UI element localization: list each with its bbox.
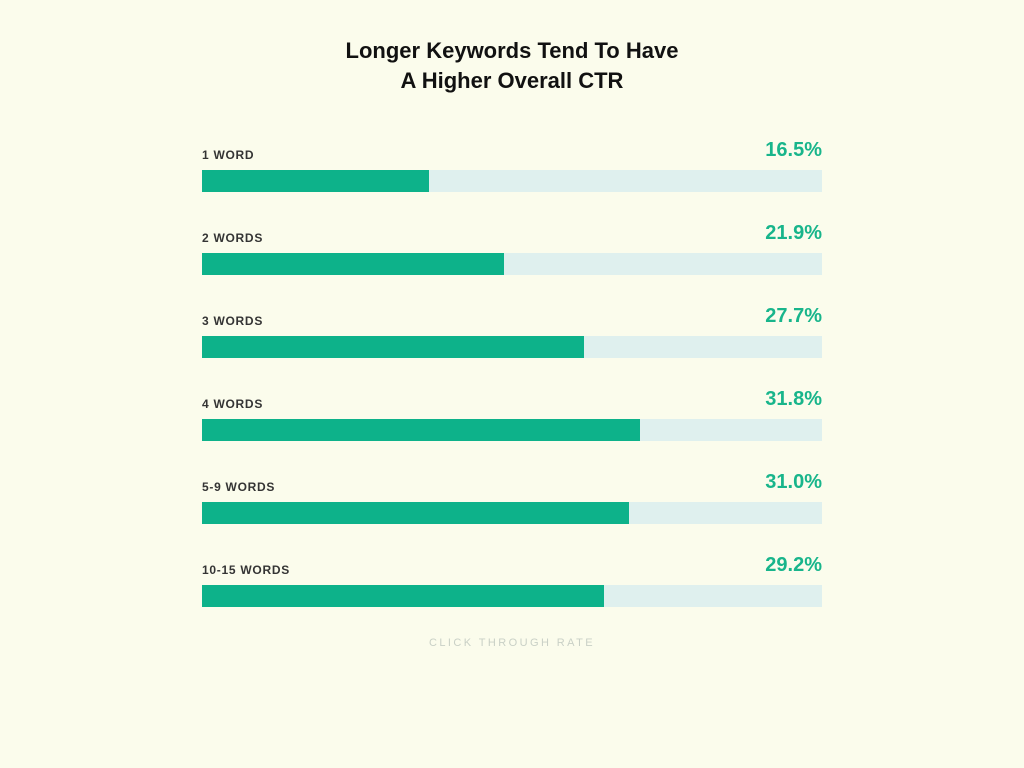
bar-label: 5-9 WORDS [202,480,275,494]
bar-row-header: 4 WORDS 31.8% [202,388,822,411]
bar-row: 4 WORDS 31.8% [202,388,822,441]
bar-label: 1 WORD [202,148,254,162]
bar-fill [202,585,604,607]
chart-title-line-1: Longer Keywords Tend To Have [100,36,924,66]
bar-fill [202,170,429,192]
bar-fill [202,336,584,358]
bar-fill [202,502,629,524]
bar-row: 3 WORDS 27.7% [202,305,822,358]
bar-value: 31.0% [765,471,822,494]
bar-fill [202,253,504,275]
bar-row: 10-15 WORDS 29.2% [202,554,822,607]
bar-row-header: 5-9 WORDS 31.0% [202,471,822,494]
bar-label: 2 WORDS [202,231,263,245]
bar-label: 3 WORDS [202,314,263,328]
bar-value: 21.9% [765,222,822,245]
chart-title-line-2: A Higher Overall CTR [100,66,924,96]
bar-track [202,170,822,192]
bar-row: 1 WORD 16.5% [202,139,822,192]
bar-row: 5-9 WORDS 31.0% [202,471,822,524]
bar-row-header: 2 WORDS 21.9% [202,222,822,245]
bar-row: 2 WORDS 21.9% [202,222,822,275]
bar-label: 10-15 WORDS [202,563,290,577]
bar-row-header: 3 WORDS 27.7% [202,305,822,328]
bar-track [202,502,822,524]
x-axis-label: CLICK THROUGH RATE [100,637,924,649]
bar-row-header: 1 WORD 16.5% [202,139,822,162]
bar-value: 31.8% [765,388,822,411]
bar-fill [202,419,640,441]
bar-value: 27.7% [765,305,822,328]
bar-row-header: 10-15 WORDS 29.2% [202,554,822,577]
bar-track [202,419,822,441]
bar-track [202,336,822,358]
bar-chart: 1 WORD 16.5% 2 WORDS 21.9% 3 WORDS 27.7% 4 WOR… [202,139,822,607]
bar-track [202,253,822,275]
bar-label: 4 WORDS [202,397,263,411]
bar-value: 16.5% [765,139,822,162]
chart-card: Longer Keywords Tend To Have A Higher Ov… [0,0,1024,768]
bar-value: 29.2% [765,554,822,577]
chart-title: Longer Keywords Tend To Have A Higher Ov… [100,36,924,95]
bar-track [202,585,822,607]
